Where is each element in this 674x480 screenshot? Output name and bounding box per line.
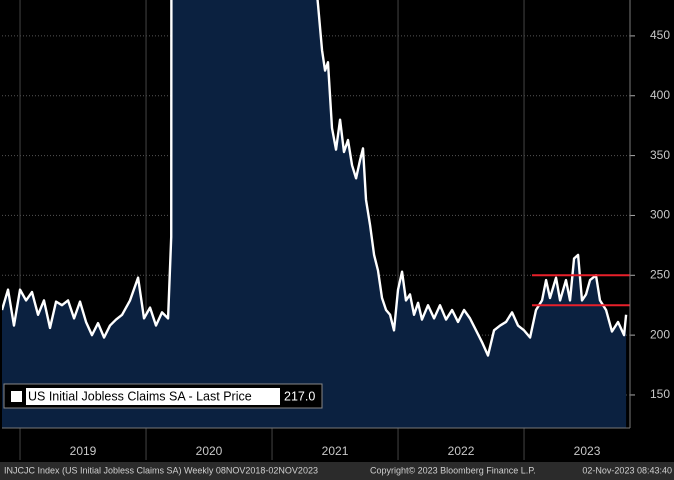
y-tick-label: 350 — [650, 148, 670, 162]
legend-value: 217.0 — [284, 389, 315, 403]
legend-label-bg — [26, 388, 280, 405]
y-tick-label: 400 — [650, 88, 670, 102]
x-tick-label: 2019 — [70, 444, 97, 458]
y-tick-label: 150 — [650, 387, 670, 401]
y-tick-label: 300 — [650, 208, 670, 222]
x-tick-label: 2021 — [322, 444, 349, 458]
x-tick-label: 2020 — [196, 444, 223, 458]
footer-center: Copyright© 2023 Bloomberg Finance L.P. — [370, 465, 536, 475]
footer-left: INJCJC Index (US Initial Jobless Claims … — [4, 465, 318, 475]
y-tick-label: 250 — [650, 267, 670, 281]
x-tick-label: 2023 — [574, 444, 601, 458]
legend-label: US Initial Jobless Claims SA - Last Pric… — [28, 389, 252, 403]
y-tick-label: 450 — [650, 28, 670, 42]
legend-swatch — [11, 391, 22, 402]
series — [2, 0, 628, 428]
footer-right: 02-Nov-2023 08:43:40 — [582, 465, 672, 475]
x-tick-label: 2022 — [448, 444, 475, 458]
footer-bar — [0, 462, 674, 480]
line — [2, 0, 628, 357]
plot — [2, 0, 630, 460]
y-tick-label: 200 — [650, 327, 670, 341]
legend: US Initial Jobless Claims SA - Last Pric… — [3, 383, 323, 409]
